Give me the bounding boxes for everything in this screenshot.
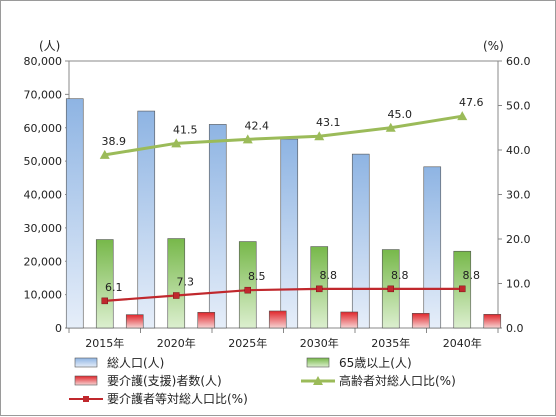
- line-2-marker: [244, 286, 251, 294]
- bar-1-2020年: [137, 110, 156, 329]
- bar-2-2015年: [95, 239, 114, 329]
- bar-3-2035年: [411, 313, 430, 329]
- data-label-2: 7.3: [177, 276, 195, 289]
- legend-label: 65歳以上(人): [339, 356, 412, 370]
- line-2-marker: [173, 292, 180, 299]
- bar-1-2030年: [280, 138, 299, 329]
- bar-2-2020年: [167, 238, 186, 329]
- legend-item-2: 65歳以上(人): [306, 356, 412, 370]
- x-tick-label: 2035年: [371, 336, 410, 350]
- data-labels: 38.9 41.5 42.4 43.1 45.0 47.6 6.1 7.3 8.5 8.8 8.8 8…: [102, 96, 484, 294]
- y-right-tick-label: 60.0: [506, 55, 531, 68]
- y-right-tick-label: 50.0: [506, 100, 531, 113]
- y-left-tick-label: 80,000: [24, 55, 63, 68]
- bar-1-2015年: [65, 98, 84, 329]
- data-label-2: 8.8: [391, 269, 409, 282]
- bar-3-2025年: [268, 310, 287, 329]
- y-left-tick-label: 30,000: [24, 222, 63, 235]
- y-right-tick-label: 40.0: [506, 144, 531, 157]
- data-label-1: 41.5: [173, 123, 198, 136]
- bar-3-2030年: [340, 311, 359, 329]
- legend-item-3: 要介護(支援)者数(人): [74, 373, 222, 388]
- legend-swatch: [306, 357, 330, 368]
- data-label-1: 43.1: [316, 116, 341, 129]
- data-label-1: 38.9: [102, 135, 127, 148]
- line-1-marker: [242, 134, 253, 144]
- legend-swatch: [74, 375, 98, 386]
- y-left-tick-label: 10,000: [24, 289, 63, 302]
- y-left-tick-label: 40,000: [24, 189, 63, 202]
- x-tick-label: 2020年: [157, 336, 196, 350]
- y-left-tick-label: 70,000: [24, 88, 63, 101]
- line-1-marker: [457, 111, 468, 121]
- x-tick-label: 2040年: [443, 336, 482, 350]
- x-tick-label: 2030年: [300, 336, 339, 350]
- y-left-tick-label: 0: [55, 322, 62, 335]
- bars: [65, 98, 502, 329]
- x-tick-label: 2025年: [228, 336, 267, 350]
- legend-item-4: 高齢者対総人口比(%): [301, 373, 456, 388]
- legend-label: 要介護(支援)者数(人): [107, 373, 222, 388]
- y-left-tick-label: 60,000: [24, 122, 63, 135]
- legend-item-1: 総人口(人): [74, 356, 164, 370]
- line-2-marker: [316, 285, 323, 293]
- y-left-unit: (人): [39, 39, 60, 53]
- y-right-tick-label: 20.0: [506, 233, 531, 246]
- line-series-1: [104, 114, 463, 157]
- data-label-1: 47.6: [459, 96, 484, 109]
- y-left-tick-label: 50,000: [24, 155, 63, 168]
- data-label-2: 6.1: [105, 281, 123, 294]
- line-series-2: [104, 287, 463, 302]
- legend: 総人口(人) 65歳以上(人) 要介護(支援)者数(人) 高齢者対総人口比(%) 要介護…: [69, 356, 456, 406]
- bar-3-2015年: [125, 314, 144, 329]
- data-label-2: 8.8: [463, 269, 481, 282]
- legend-swatch: [74, 357, 98, 368]
- legend-item-5: 要介護者等対総人口比(%): [69, 391, 248, 406]
- bar-1-2025年: [208, 124, 227, 329]
- data-label-2: 8.5: [248, 270, 266, 283]
- bar-1-2040年: [423, 166, 442, 329]
- y-right-unit: (%): [483, 39, 504, 53]
- line-2-marker: [459, 285, 466, 293]
- line-2-marker: [387, 285, 394, 293]
- data-label-1: 42.4: [245, 119, 270, 132]
- line-1-marker: [314, 131, 325, 141]
- bar-2-2025年: [238, 241, 257, 329]
- line-1-marker: [171, 138, 182, 148]
- x-tick-label: 2015年: [85, 336, 124, 350]
- y-right-tick-label: 0.0: [506, 322, 524, 335]
- legend-label: 要介護者等対総人口比(%): [107, 391, 248, 406]
- legend-label: 総人口(人): [107, 356, 164, 370]
- bar-3-2020年: [197, 312, 216, 329]
- legend-marker: [313, 376, 323, 385]
- line-1-marker: [99, 149, 110, 159]
- bar-3-2040年: [483, 314, 502, 329]
- axes: 0 10,000 20,000 30,000 40,000 50,000 60,000 70,…: [24, 39, 531, 350]
- line-1-marker: [385, 122, 396, 132]
- y-left-tick-label: 20,000: [24, 255, 63, 268]
- y-right-tick-label: 10.0: [506, 278, 531, 291]
- data-label-2: 8.8: [320, 269, 338, 282]
- bar-1-2035年: [351, 153, 370, 329]
- lines: [99, 111, 468, 305]
- data-label-1: 45.0: [388, 108, 413, 121]
- y-right-tick-label: 30.0: [506, 189, 531, 202]
- legend-label: 高齢者対総人口比(%): [339, 373, 456, 388]
- line-2-marker: [101, 297, 108, 305]
- legend-marker: [83, 396, 89, 402]
